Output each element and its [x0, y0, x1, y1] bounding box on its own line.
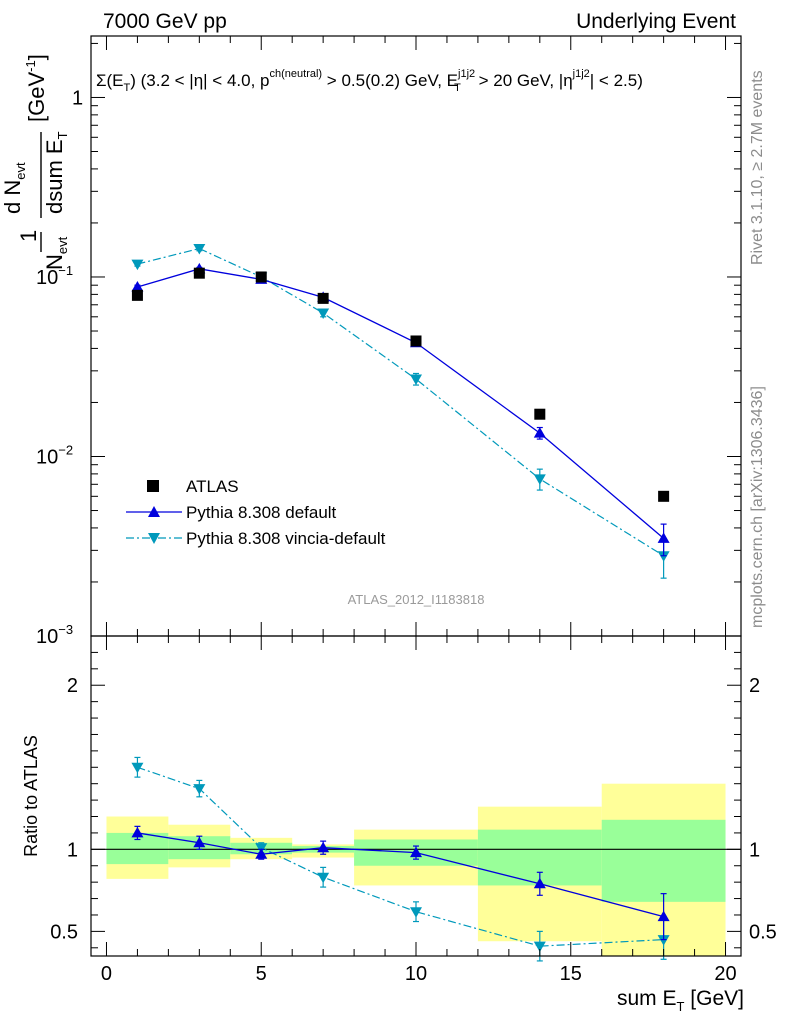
analysis-watermark: ATLAS_2012_I1183818 — [348, 592, 485, 607]
rivet-label: Rivet 3.1.10, ≥ 2.7M events — [749, 70, 766, 265]
data-point-atlas — [658, 490, 670, 502]
legend-label-default: Pythia 8.308 default — [186, 503, 337, 522]
marker-triangle-down — [131, 259, 144, 271]
marker-triangle-up — [410, 846, 422, 858]
selection-annotation: Σ(ET) (3.2 < |η| < 4.0, pch(neutral) > 0… — [96, 68, 643, 94]
main-ticks: 1 10−1 10−2 10−3 — [36, 36, 741, 648]
ratio-y-tick-label-right: 2 — [749, 675, 760, 697]
marker-triangle-down — [131, 762, 144, 774]
marker-triangle-down — [193, 784, 206, 795]
legend: ATLAS Pythia 8.308 default Pythia 8.308 … — [126, 477, 386, 548]
legend-label-atlas: ATLAS — [186, 477, 239, 496]
marker-triangle-down — [533, 941, 546, 953]
marker-triangle-up — [317, 841, 330, 853]
data-point-atlas — [534, 408, 546, 420]
svg-text:[GeV-1]: [GeV-1] — [23, 54, 49, 122]
y-tick-label: 10−1 — [36, 263, 73, 289]
ratio-plot-content — [91, 756, 741, 962]
marker-triangle-down — [317, 308, 330, 319]
header-left: 7000 GeV pp — [103, 10, 227, 33]
marker-triangle-down — [410, 907, 422, 918]
legend-marker-atlas — [147, 480, 159, 492]
ratio-y-tick-label: 0.5 — [50, 921, 78, 943]
legend-label-vincia: Pythia 8.308 vincia-default — [186, 529, 386, 548]
data-point-atlas — [131, 289, 143, 301]
series-line-default — [137, 268, 665, 539]
band-inner — [601, 819, 726, 902]
marker-triangle-up — [255, 848, 268, 859]
marker-triangle-down — [317, 872, 330, 884]
data-point-atlas — [410, 335, 422, 347]
svg-text:d Nevt: d Nevt — [0, 162, 28, 214]
legend-marker-vincia — [148, 533, 160, 544]
ratio-ticks: 0 5 10 15 20 0.5 0.5 1 1 2 2 — [50, 636, 777, 985]
marker-triangle-down — [193, 244, 206, 255]
data-point-atlas — [193, 267, 205, 279]
marker-triangle-up — [533, 877, 546, 889]
marker-triangle-down — [410, 374, 422, 386]
marker-triangle-up — [533, 427, 546, 438]
header-right: Underlying Event — [576, 10, 736, 33]
mcplots-label: mcplots.cern.ch [arXiv:1306.3436] — [749, 386, 766, 628]
main-ylabel: 1 Nevt d Nevt dsum ET [GeV-1] — [0, 54, 70, 270]
svg-text:dsum ET: dsum ET — [42, 131, 70, 214]
marker-triangle-up — [657, 910, 670, 922]
y-tick-label: 1 — [72, 87, 83, 109]
ratio-xlabel: sum ET [GeV] — [617, 987, 744, 1014]
legend-marker-default — [148, 506, 160, 517]
data-point-atlas — [255, 271, 267, 283]
main-panel: 1 10−1 10−2 10−3 — [36, 35, 742, 648]
main-plot-content — [131, 244, 670, 579]
ratio-ylabel: Ratio to ATLAS — [21, 735, 41, 857]
x-tick-label: 0 — [101, 963, 112, 985]
svg-text:1: 1 — [16, 230, 41, 242]
x-tick-label: 5 — [256, 963, 267, 985]
marker-triangle-up — [193, 836, 206, 848]
ratio-y-tick-label-right: 1 — [749, 839, 760, 861]
y-tick-label: 10−2 — [36, 442, 73, 468]
ratio-y-tick-label: 2 — [67, 675, 78, 697]
marker-triangle-down — [657, 935, 670, 946]
data-point-atlas — [317, 292, 329, 304]
svg-text:Nevt: Nevt — [42, 236, 70, 270]
y-tick-label: 10−3 — [36, 622, 73, 648]
ratio-y-tick-label: 1 — [67, 839, 78, 861]
ratio-panel: 0 5 10 15 20 0.5 0.5 1 1 2 2 — [50, 635, 777, 985]
marker-triangle-down — [533, 474, 546, 485]
marker-triangle-up — [131, 826, 144, 838]
marker-triangle-up — [657, 532, 670, 543]
marker-triangle-up — [131, 280, 144, 292]
x-tick-label: 10 — [405, 963, 427, 985]
x-tick-label: 15 — [560, 963, 582, 985]
ratio-y-tick-label-right: 0.5 — [749, 921, 777, 943]
marker-triangle-down — [657, 551, 670, 562]
x-tick-label: 20 — [714, 963, 736, 985]
